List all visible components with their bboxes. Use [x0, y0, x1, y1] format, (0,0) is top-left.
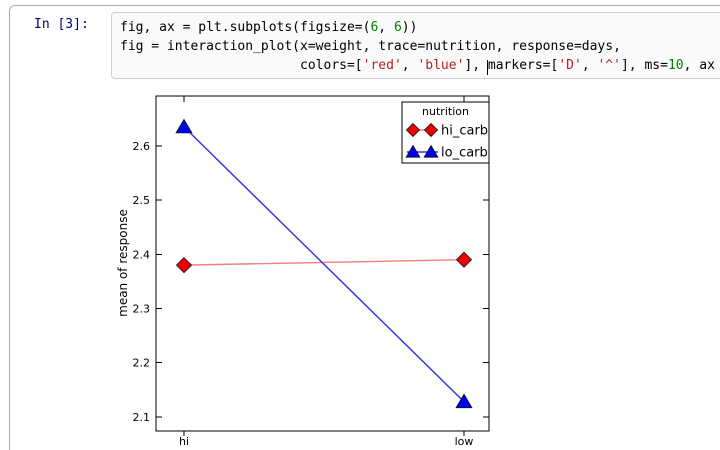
- triangle-marker: [175, 118, 193, 134]
- code-token: )): [401, 20, 418, 35]
- series-line: [183, 259, 465, 266]
- code-token: ,: [401, 58, 418, 73]
- code-cell-input[interactable]: fig, ax = plt.subplots(figsize=(6, 6)) fi…: [111, 12, 720, 79]
- code-token: ],: [464, 58, 488, 73]
- code-token: colors=[: [120, 58, 363, 73]
- code-token: 'D': [558, 58, 582, 73]
- code-token: 'blue': [417, 58, 465, 73]
- triangle-marker: [455, 393, 473, 409]
- y-tick-label: 2.2: [133, 357, 151, 370]
- code-token: 10: [667, 58, 684, 73]
- plot-output: 2.1 2.2 2.3 2.4 2.5 2.6 hi low mean of response n…: [0, 84, 720, 450]
- interaction-plot: 2.1 2.2 2.3 2.4 2.5 2.6 hi low mean of response n…: [116, 95, 490, 448]
- y-tick-label: 2.4: [133, 248, 151, 261]
- code-editor[interactable]: fig, ax = plt.subplots(figsize=(6, 6)) fi…: [120, 18, 719, 75]
- code-token: 'red': [362, 58, 402, 73]
- code-token: '^': [597, 58, 621, 73]
- code-token: ], ms=: [620, 58, 668, 73]
- code-token: 6: [393, 20, 402, 35]
- legend-title: nutrition: [422, 105, 469, 118]
- y-tick-label: 2.1: [133, 411, 151, 424]
- y-tick-label: 2.5: [133, 194, 151, 207]
- text-cursor: [486, 60, 489, 75]
- series-lo_carb: [175, 118, 473, 409]
- cell-prompt: In [3]:: [34, 17, 89, 32]
- code-token: fig, ax = plt.subplots(figsize=(: [120, 20, 371, 35]
- code-token: fig = interaction_plot(x=weight, trace=n…: [120, 39, 621, 54]
- code-line: colors=['red', 'blue'], markers=['D', '^…: [120, 56, 719, 75]
- x-tick-label: hi: [179, 435, 189, 448]
- y-tick-label: 2.6: [133, 140, 151, 153]
- code-token: ,: [378, 20, 394, 35]
- code-line: fig = interaction_plot(x=weight, trace=n…: [120, 37, 719, 56]
- diamond-marker: [175, 257, 193, 274]
- plot-legend: nutrition hi_carb lo_carb: [401, 101, 490, 164]
- code-token: 6: [370, 20, 379, 35]
- y-tick-label: 2.3: [133, 302, 151, 315]
- code-token: ,: [581, 58, 598, 73]
- code-line: fig, ax = plt.subplots(figsize=(6, 6)): [120, 18, 719, 37]
- x-tick-label: low: [455, 435, 474, 448]
- diamond-marker: [405, 122, 421, 138]
- diamond-marker: [423, 122, 439, 138]
- y-axis-label: mean of response: [116, 209, 130, 317]
- diamond-marker: [455, 251, 473, 268]
- triangle-marker: [405, 144, 421, 158]
- notebook-container-border: [9, 5, 720, 450]
- series-line: [183, 126, 465, 403]
- series-hi_carb: [175, 251, 473, 274]
- legend-entry-label: lo_carb: [441, 146, 488, 161]
- code-token: , ax: [683, 58, 715, 73]
- legend-entry-label: hi_carb: [441, 124, 488, 139]
- triangle-marker: [423, 144, 439, 158]
- code-token: markers=[: [487, 58, 559, 73]
